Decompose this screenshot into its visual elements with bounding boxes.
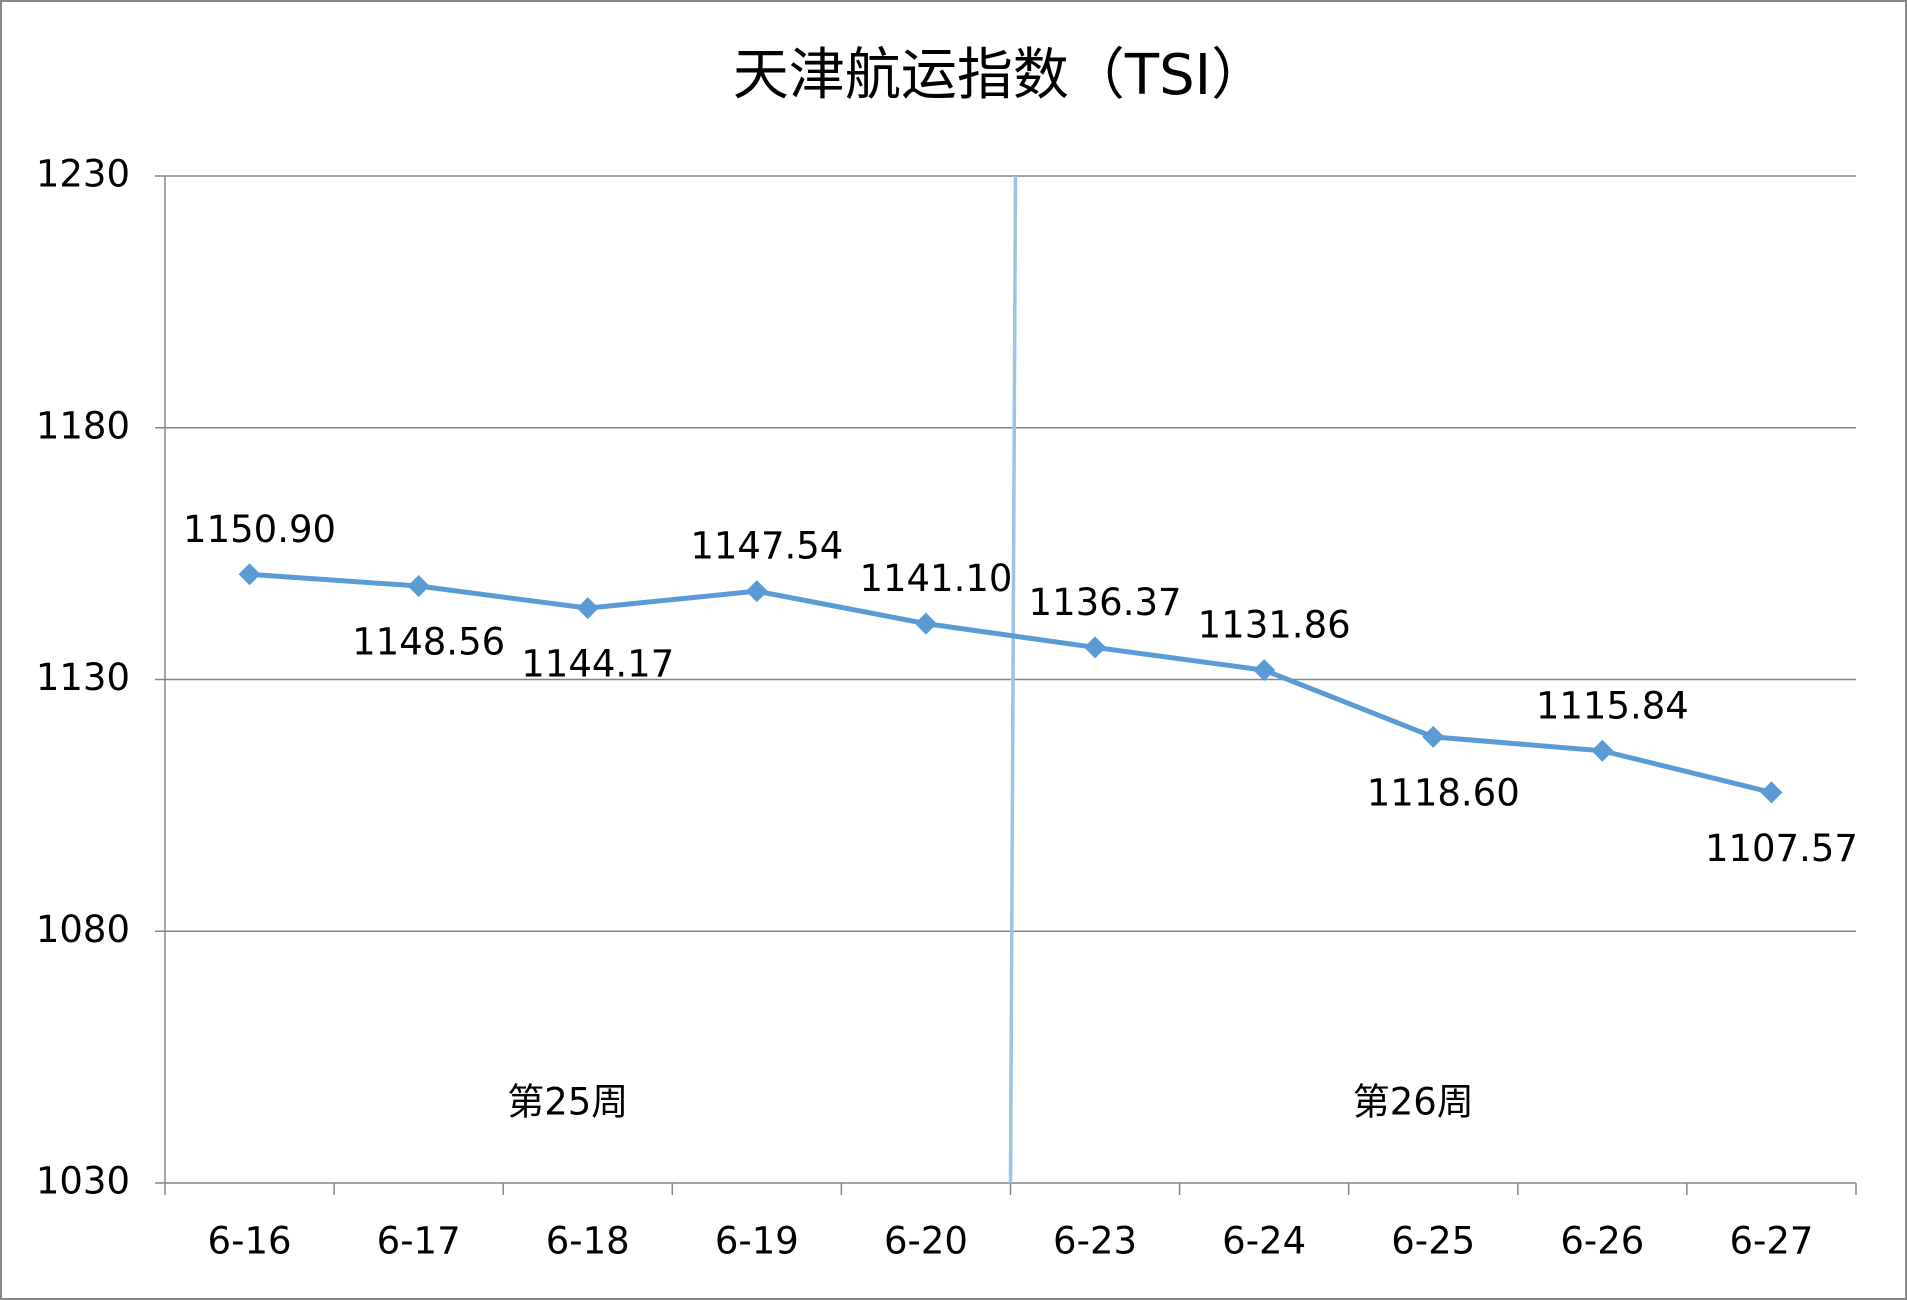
week-label: 第25周 xyxy=(507,1081,628,1124)
marker xyxy=(1422,725,1445,748)
value-label: 1115.84 xyxy=(1536,684,1689,727)
x-tick-label: 6-17 xyxy=(377,1220,461,1263)
value-label: 1144.17 xyxy=(521,643,674,686)
y-tick-label: 1230 xyxy=(36,153,130,196)
value-label: 1136.37 xyxy=(1029,581,1182,624)
x-tick-label: 6-16 xyxy=(208,1220,292,1263)
y-tick-label: 1080 xyxy=(36,908,130,951)
chart-title: 天津航运指数（TSI） xyxy=(733,43,1267,108)
marker xyxy=(1591,739,1614,762)
marker xyxy=(1253,659,1276,682)
value-label: 1107.57 xyxy=(1705,827,1858,870)
value-label: 1131.86 xyxy=(1198,604,1351,647)
value-label: 1148.56 xyxy=(352,621,505,664)
x-tick-label: 6-25 xyxy=(1391,1220,1475,1263)
marker xyxy=(1760,781,1783,804)
marker xyxy=(914,612,937,635)
x-tick-label: 6-20 xyxy=(884,1220,968,1263)
x-tick-label: 6-23 xyxy=(1053,1220,1137,1263)
marker xyxy=(238,563,261,586)
week-separator xyxy=(1008,175,1018,1184)
value-label: 1141.10 xyxy=(859,557,1012,600)
marker xyxy=(745,580,768,603)
y-tick-label: 1030 xyxy=(36,1160,130,1203)
x-tick-label: 6-18 xyxy=(546,1220,630,1263)
marker xyxy=(407,575,430,598)
marker xyxy=(576,597,599,620)
x-tick-label: 6-24 xyxy=(1222,1220,1306,1263)
week-label: 第26周 xyxy=(1353,1081,1474,1124)
value-label: 1150.90 xyxy=(183,508,336,551)
value-label: 1147.54 xyxy=(690,525,843,568)
x-tick-label: 6-27 xyxy=(1729,1220,1813,1263)
series-line xyxy=(249,571,1773,795)
y-tick-label: 1180 xyxy=(36,404,130,447)
y-tick-label: 1130 xyxy=(36,656,130,699)
value-label: 1118.60 xyxy=(1367,771,1520,814)
x-tick-label: 6-26 xyxy=(1560,1220,1644,1263)
x-tick-label: 6-19 xyxy=(715,1220,799,1263)
marker xyxy=(1084,636,1107,659)
